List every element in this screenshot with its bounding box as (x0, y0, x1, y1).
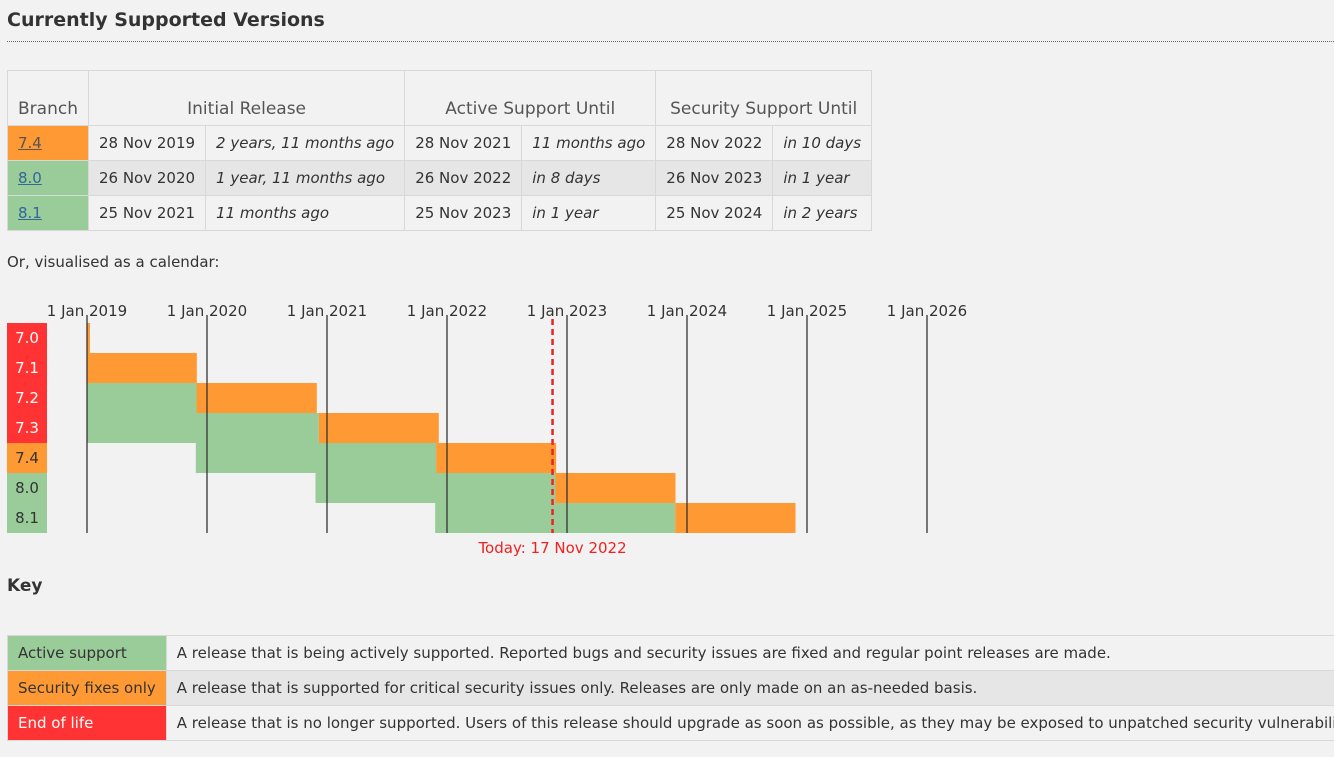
branch-label-bg (7, 443, 47, 473)
branch-label-bg (7, 353, 47, 383)
branch-label-bg (7, 473, 47, 503)
branch-link-7-4[interactable]: 7.4 (18, 134, 42, 152)
branch-label-bg (7, 323, 47, 353)
initial-ago: 11 months ago (205, 195, 406, 231)
security-date: 28 Nov 2022 (655, 125, 774, 161)
key-desc-active: A release that is being actively support… (165, 635, 1334, 671)
security-ago: in 2 years (772, 195, 873, 231)
initial-date: 28 Nov 2019 (87, 125, 207, 161)
table-row: 8.0 26 Nov 2020 1 year, 11 months ago 26… (7, 160, 873, 196)
active-support-bar (435, 503, 676, 533)
year-label: 1 Jan 2022 (407, 302, 487, 320)
active-date: 28 Nov 2021 (404, 125, 523, 161)
active-date: 26 Nov 2022 (404, 160, 523, 196)
branch-label: 7.2 (15, 389, 39, 407)
branch-label-bg (7, 383, 47, 413)
security-support-bar (555, 473, 676, 503)
supported-versions-table: Branch Initial Release Active Support Un… (7, 70, 873, 231)
active-ago: 11 months ago (521, 125, 657, 161)
calendar-intro: Or, visualised as a calendar: (7, 253, 220, 271)
active-support-bar (87, 383, 197, 413)
header-security-support: Security Support Until (655, 70, 873, 126)
security-ago: in 1 year (772, 160, 873, 196)
year-label: 1 Jan 2025 (767, 302, 847, 320)
security-support-bar (87, 353, 197, 383)
security-support-bar (318, 413, 439, 443)
year-label: 1 Jan 2021 (287, 302, 367, 320)
branch-label: 7.0 (15, 329, 39, 347)
active-support-bar (195, 443, 437, 473)
active-support-bar (87, 413, 319, 443)
key-label-eol: End of life (7, 705, 167, 741)
year-label: 1 Jan 2024 (647, 302, 727, 320)
year-label: 1 Jan 2023 (527, 302, 607, 320)
today-label: Today: 17 Nov 2022 (477, 539, 626, 557)
security-support-bar (436, 443, 557, 473)
security-support-bar (87, 323, 90, 353)
branch-label: 7.4 (15, 449, 39, 467)
branch-label: 7.1 (15, 359, 39, 377)
header-branch: Branch (7, 70, 89, 126)
page-heading: Currently Supported Versions (7, 9, 1334, 42)
active-ago: in 8 days (521, 160, 657, 196)
branch-label: 7.3 (15, 419, 39, 437)
branch-label-bg (7, 503, 47, 533)
security-support-bar (196, 383, 317, 413)
key-desc-security: A release that is supported for critical… (165, 670, 1334, 706)
initial-ago: 1 year, 11 months ago (205, 160, 406, 196)
table-row: 7.4 28 Nov 2019 2 years, 11 months ago 2… (7, 125, 873, 161)
branch-cell: 8.0 (7, 160, 89, 196)
security-support-bar (675, 503, 796, 533)
header-active-support: Active Support Until (404, 70, 657, 126)
branch-label: 8.1 (15, 509, 39, 527)
active-support-bar (315, 473, 556, 503)
branch-label-bg (7, 413, 47, 443)
year-label: 1 Jan 2026 (887, 302, 967, 320)
key-row-security: Security fixes only A release that is su… (7, 670, 1334, 706)
security-ago: in 10 days (772, 125, 873, 161)
support-calendar: 7.0 7.1 7.2 7.3 7.4 8.0 8.1 1 Jan 2019 1 Jan 202… (7, 302, 967, 557)
branch-cell: 8.1 (7, 195, 89, 231)
active-date: 25 Nov 2023 (404, 195, 523, 231)
key-row-eol: End of life A release that is no longer … (7, 705, 1334, 741)
key-row-active: Active support A release that is being a… (7, 635, 1334, 671)
branch-cell: 7.4 (7, 125, 89, 161)
key-table: Active support A release that is being a… (7, 635, 1334, 741)
key-label-security: Security fixes only (7, 670, 167, 706)
year-label: 1 Jan 2019 (47, 302, 127, 320)
active-ago: in 1 year (521, 195, 657, 231)
year-label: 1 Jan 2020 (167, 302, 247, 320)
initial-date: 25 Nov 2021 (87, 195, 207, 231)
security-date: 25 Nov 2024 (655, 195, 774, 231)
key-desc-eol: A release that is no longer supported. U… (165, 705, 1334, 741)
branch-label: 8.0 (15, 479, 39, 497)
initial-date: 26 Nov 2020 (87, 160, 207, 196)
key-heading: Key (7, 576, 43, 596)
header-initial-release: Initial Release (87, 70, 406, 126)
key-label-active: Active support (7, 635, 167, 671)
branch-link-8-0[interactable]: 8.0 (18, 169, 42, 187)
branch-link-8-1[interactable]: 8.1 (18, 204, 42, 222)
table-row: 8.1 25 Nov 2021 11 months ago 25 Nov 202… (7, 195, 873, 231)
security-date: 26 Nov 2023 (655, 160, 774, 196)
initial-ago: 2 years, 11 months ago (205, 125, 406, 161)
